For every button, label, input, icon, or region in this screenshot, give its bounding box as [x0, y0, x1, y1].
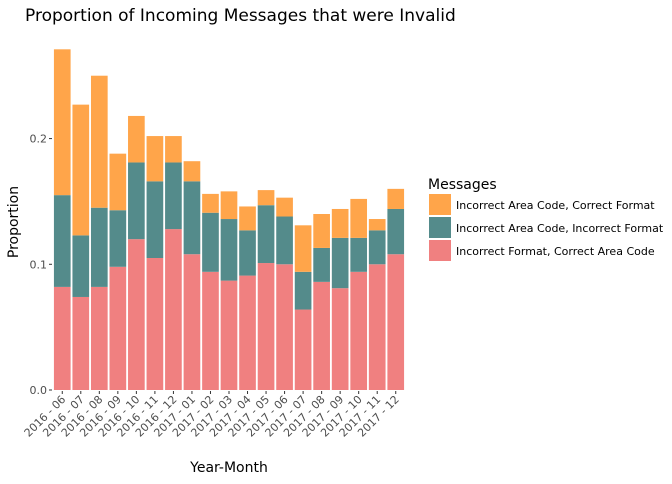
bar-segment-3-2016-10: [128, 115, 145, 163]
bar-segment-1-2016-06: [53, 286, 71, 390]
y-axis: 0.0 0.1 0.2: [30, 133, 52, 397]
bar-segment-2-2016-12: [165, 162, 182, 230]
bar-segment-3-2016-12: [165, 136, 182, 163]
chart-title: Proportion of Incoming Messages that wer…: [25, 6, 456, 26]
bar-segment-1-2017-03: [220, 280, 238, 390]
bar-segment-3-2017-09: [331, 208, 349, 238]
bar-segment-2-2016-07: [72, 235, 90, 297]
bar-segment-2-2017-10: [350, 237, 368, 272]
bar-segment-2-2016-10: [128, 162, 145, 240]
bar-segment-3-2017-08: [313, 214, 330, 248]
bar-segment-1-2017-09: [331, 288, 349, 390]
bar-segment-2-2017-08: [313, 247, 330, 282]
bar-segment-3-2017-11: [368, 219, 386, 231]
bar-segment-3-2017-06: [276, 197, 293, 217]
bar-segment-1-2017-04: [239, 275, 256, 390]
bar-segment-1-2017-10: [350, 271, 368, 390]
bar-segment-1-2016-08: [90, 286, 108, 390]
bar-segment-1-2016-10: [128, 239, 145, 390]
bar-segment-1-2017-02: [202, 271, 219, 390]
bar-segment-2-2016-06: [53, 195, 71, 287]
bar-segment-3-2016-11: [146, 136, 164, 182]
bar-segment-3-2017-12: [387, 188, 405, 209]
bar-segment-1-2017-06: [276, 264, 293, 390]
bar-segment-3-2017-07: [294, 225, 312, 272]
bar-segment-1-2017-08: [313, 281, 330, 390]
x-axis-title: Year-Month: [189, 460, 268, 476]
bar-segment-3-2016-07: [72, 104, 90, 236]
bar-segment-3-2017-04: [239, 206, 256, 231]
bar-segment-1-2016-09: [109, 266, 127, 390]
bars-layer: [53, 49, 405, 390]
bar-segment-2-2017-03: [220, 219, 238, 281]
bar-segment-2-2016-08: [90, 207, 108, 287]
bar-segment-3-2017-03: [220, 191, 238, 220]
legend-key-2: [429, 217, 451, 238]
bar-segment-2-2017-11: [368, 230, 386, 265]
legend-title: Messages: [428, 177, 497, 193]
bar-segment-2-2017-07: [294, 271, 312, 310]
legend-label-2: Incorrect Area Code, Incorrect Format: [456, 222, 664, 235]
bar-segment-1-2017-01: [183, 254, 201, 390]
bar-segment-3-2017-05: [257, 190, 275, 206]
legend-key-3: [429, 240, 451, 261]
bar-segment-2-2017-09: [331, 237, 349, 289]
bar-segment-2-2017-12: [387, 208, 405, 255]
bar-segment-3-2016-09: [109, 153, 127, 211]
bar-segment-1-2016-12: [165, 229, 182, 390]
bar-segment-2-2017-02: [202, 212, 219, 272]
bar-segment-2-2016-11: [146, 181, 164, 258]
y-tick-label: 0.2: [30, 133, 48, 146]
bar-segment-1-2016-11: [146, 258, 164, 390]
legend-label-3: Incorrect Format, Correct Area Code: [456, 245, 655, 258]
bar-segment-2-2017-04: [239, 230, 256, 276]
bar-segment-1-2017-12: [387, 254, 405, 390]
legend-key-1: [429, 194, 451, 215]
y-tick-label: 0.1: [30, 258, 48, 271]
bar-segment-2-2017-01: [183, 181, 201, 255]
bar-segment-1-2016-07: [72, 296, 90, 390]
bar-segment-3-2017-02: [202, 193, 219, 213]
bar-segment-1-2017-07: [294, 309, 312, 390]
bar-segment-3-2016-08: [90, 75, 108, 208]
bar-segment-3-2017-01: [183, 161, 201, 182]
y-tick-label: 0.0: [30, 384, 48, 397]
legend: Messages Incorrect Area Code, Correct Fo…: [428, 177, 664, 261]
legend-label-1: Incorrect Area Code, Correct Format: [456, 199, 655, 212]
bar-segment-3-2016-06: [53, 49, 71, 196]
bar-segment-2-2017-05: [257, 205, 275, 264]
bar-segment-1-2017-11: [368, 264, 386, 390]
bar-segment-3-2017-10: [350, 198, 368, 238]
bar-segment-2-2017-06: [276, 216, 293, 265]
bar-segment-1-2017-05: [257, 263, 275, 390]
y-axis-title: Proportion: [6, 186, 22, 258]
bar-segment-2-2016-09: [109, 210, 127, 267]
